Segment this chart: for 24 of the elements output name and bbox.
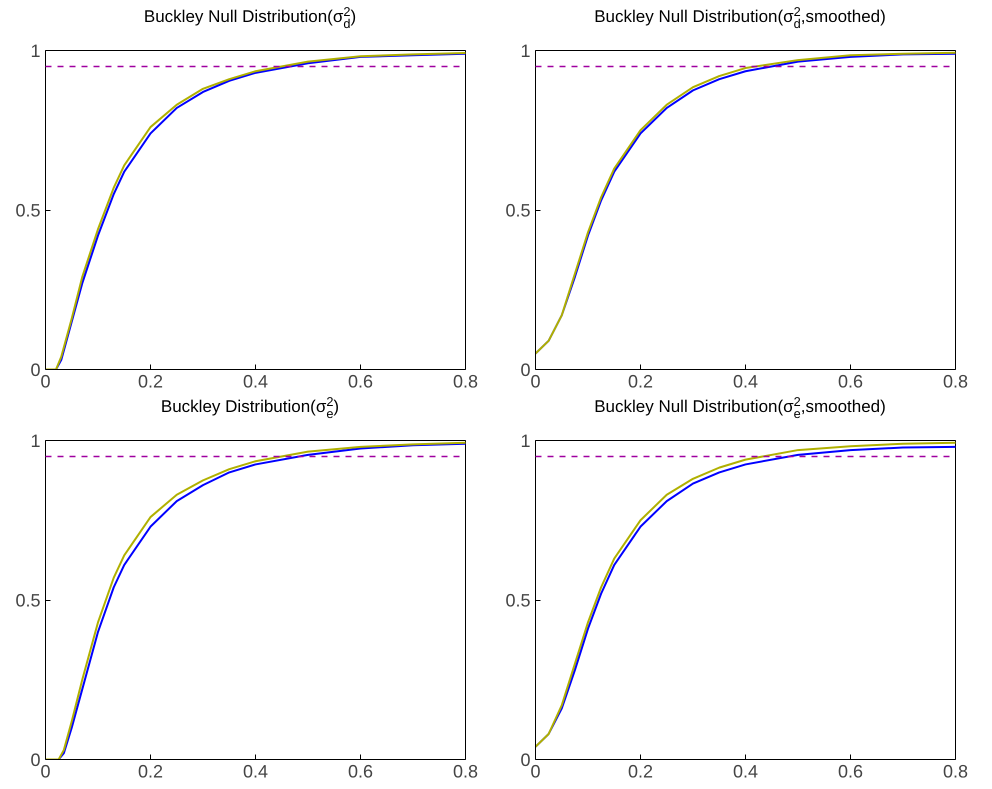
y-tick-label: 0.5 xyxy=(15,200,41,220)
x-tick-label: 0.4 xyxy=(242,372,268,392)
y-tick-label: 1 xyxy=(520,431,531,451)
x-tick-label: 0.6 xyxy=(838,762,864,782)
x-tick-label: 0.4 xyxy=(732,762,758,782)
y-tick-label: 1 xyxy=(520,41,531,61)
x-tick-label: 0.2 xyxy=(138,762,164,782)
y-tick-label: 0.5 xyxy=(15,590,41,610)
x-tick-label: 0.4 xyxy=(732,372,758,392)
x-tick-label: 0.8 xyxy=(452,762,478,782)
x-tick-label: 0.2 xyxy=(138,372,164,392)
y-tick-label: 1 xyxy=(30,41,41,61)
y-tick-label: 0.5 xyxy=(505,200,531,220)
x-tick-label: 0.6 xyxy=(838,372,864,392)
y-tick-label: 0.5 xyxy=(505,590,531,610)
x-tick-label: 0.2 xyxy=(628,762,654,782)
x-tick-label: 0.4 xyxy=(242,762,268,782)
x-tick-label: 0.8 xyxy=(452,372,478,392)
x-tick-label: 0.6 xyxy=(348,372,374,392)
y-tick-label: 1 xyxy=(30,431,41,451)
x-tick-label: 0.8 xyxy=(942,372,968,392)
x-tick-label: 0.6 xyxy=(348,762,374,782)
x-tick-label: 0.2 xyxy=(628,372,654,392)
x-tick-label: 0.8 xyxy=(942,762,968,782)
